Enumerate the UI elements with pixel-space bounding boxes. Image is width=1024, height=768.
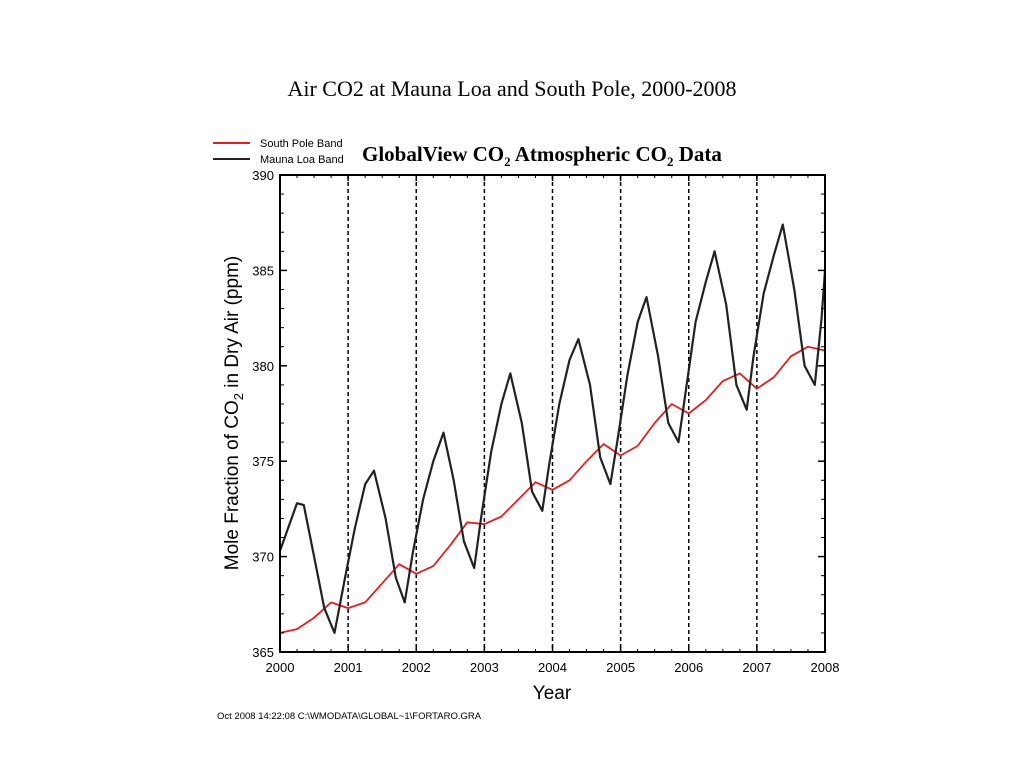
legend: South Pole Band Mauna Loa Band (213, 138, 344, 166)
series-line-south-pole-band (279, 345, 826, 634)
legend-label-south-pole: South Pole Band (260, 138, 343, 150)
y-tick-label-390: 390 (252, 168, 274, 183)
y-tick-label-370: 370 (252, 550, 274, 565)
slide-title: Air CO2 at Mauna Loa and South Pole, 200… (287, 76, 737, 101)
x-tick-label-2001: 2001 (334, 660, 363, 675)
y-tick-label-365: 365 (252, 645, 274, 660)
chart-title: GlobalView CO2 Atmospheric CO2 Data (362, 142, 722, 169)
y-tick-label-375: 375 (252, 454, 274, 469)
x-axis-label: Year (533, 683, 572, 704)
y-axis-label-part-1: Mole Fraction of CO (222, 400, 243, 570)
legend-label-mauna-loa: Mauna Loa Band (260, 154, 344, 166)
x-tick-label-2008: 2008 (811, 660, 840, 675)
chart-title-part-3: Data (673, 142, 722, 166)
chart-title-part-1: GlobalView CO (362, 142, 504, 166)
y-tick-label-385: 385 (252, 263, 274, 278)
y-axis-label-sub: 2 (231, 393, 246, 400)
x-tick-label-2002: 2002 (402, 660, 431, 675)
chart-title-sub-1: 2 (504, 154, 511, 169)
footer-timestamp: Oct 2008 14:22:08 C:\WMODATA\GLOBAL~1\FO… (217, 711, 482, 722)
y-axis-label: Mole Fraction of CO2 in Dry Air (ppm) (222, 256, 246, 570)
y-axis-label-part-2: in Dry Air (ppm) (222, 256, 243, 393)
y-tick-label-380: 380 (252, 359, 274, 374)
x-tick-label-2000: 2000 (266, 660, 295, 675)
series-line-mauna-loa-band (278, 223, 827, 635)
chart-title-sub-2: 2 (667, 154, 674, 169)
x-tick-label-2003: 2003 (470, 660, 499, 675)
x-tick-label-2005: 2005 (606, 660, 635, 675)
x-tick-label-2007: 2007 (742, 660, 771, 675)
plot-area: 2000 2001 2002 2003 2004 2005 2006 2007 2008 365 3… (252, 168, 839, 675)
chart-title-part-2: Atmospheric CO (511, 142, 667, 166)
x-tick-label-2006: 2006 (674, 660, 703, 675)
x-tick-label-2004: 2004 (538, 660, 567, 675)
